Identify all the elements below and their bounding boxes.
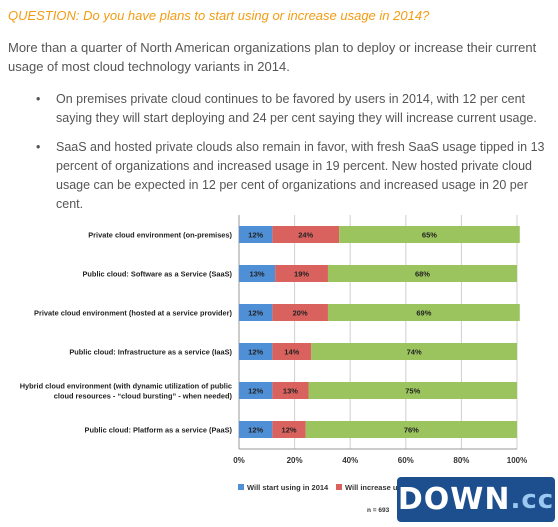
category-label: Private cloud environment (on-premises) xyxy=(88,231,232,240)
bar-segment xyxy=(239,382,273,399)
category-label: Public cloud: Software as a Service (Saa… xyxy=(82,270,232,279)
legend-swatch xyxy=(336,484,342,490)
bar-segment xyxy=(272,343,312,360)
x-tick-label: 0% xyxy=(233,456,245,465)
x-tick-label: 80% xyxy=(453,456,469,465)
question-heading: QUESTION: Do you have plans to start usi… xyxy=(8,8,430,23)
data-label: 68% xyxy=(415,270,430,279)
data-label: 24% xyxy=(298,231,313,240)
bar-segment xyxy=(327,265,517,282)
category-label: Hybrid cloud environment (with dynamic u… xyxy=(20,382,232,391)
data-label: 76% xyxy=(404,426,419,435)
data-label: 13% xyxy=(283,387,298,396)
data-label: 12% xyxy=(248,348,263,357)
bar-segment xyxy=(272,304,328,321)
stacked-bar-chart: 0% 20% 40% 60% 80% 100% Private cloud environm… xyxy=(20,215,527,514)
bullet-text: SaaS and hosted private clouds also rema… xyxy=(56,140,545,211)
bullet-text: On premises private cloud continues to b… xyxy=(56,92,537,125)
sample-size-note: n = 693 xyxy=(367,507,390,514)
data-label: 13% xyxy=(250,270,265,279)
bar-segment xyxy=(239,265,276,282)
data-label: 12% xyxy=(282,426,297,435)
bullet-item: • SaaS and hosted private clouds also re… xyxy=(36,138,546,214)
intro-paragraph: More than a quarter of North American or… xyxy=(8,40,537,74)
bar-segment xyxy=(327,304,520,321)
legend-swatch xyxy=(238,484,244,490)
data-label: 12% xyxy=(248,387,263,396)
data-label: 19% xyxy=(294,270,309,279)
bar-segment xyxy=(239,343,273,360)
category-label: cloud resources - “cloud bursting” - whe… xyxy=(54,392,233,401)
bar-segment xyxy=(239,226,273,243)
data-label: 12% xyxy=(248,309,263,318)
bar-segment xyxy=(272,421,306,438)
bar-segment xyxy=(239,421,273,438)
bar-segment xyxy=(272,226,340,243)
bar-segment xyxy=(272,382,309,399)
bullet-item: • On premises private cloud continues to… xyxy=(36,90,546,128)
x-tick-label: 60% xyxy=(398,456,414,465)
bar-segment xyxy=(305,421,517,438)
legend-label: Will increase usa xyxy=(345,483,407,492)
x-tick-label: 100% xyxy=(507,456,527,465)
data-label: 12% xyxy=(248,231,263,240)
bullet-list: • On premises private cloud continues to… xyxy=(36,90,546,224)
bar-segment xyxy=(239,304,273,321)
data-label: 74% xyxy=(407,348,422,357)
legend-label: Will start using in 2014 xyxy=(247,483,329,492)
bar-segment xyxy=(311,343,517,360)
bar-segment xyxy=(308,382,517,399)
category-label: Public cloud: Platform as a service (Paa… xyxy=(85,426,233,435)
bullet-dot: • xyxy=(36,92,41,106)
bullet-dot: • xyxy=(36,140,41,154)
bar-segment xyxy=(275,265,328,282)
data-label: 20% xyxy=(293,309,308,318)
x-tick-label: 40% xyxy=(342,456,358,465)
watermark-main: DOWN xyxy=(397,482,511,517)
data-label: 69% xyxy=(416,309,431,318)
data-label: 65% xyxy=(422,231,437,240)
category-label: Private cloud environment (hosted at a s… xyxy=(34,309,233,318)
watermark-logo: DOWN .cc xyxy=(397,477,555,522)
data-label: 75% xyxy=(405,387,420,396)
bar-segment xyxy=(339,226,520,243)
data-label: 12% xyxy=(248,426,263,435)
watermark-suffix: .cc xyxy=(510,484,555,515)
data-label: 14% xyxy=(284,348,299,357)
x-tick-label: 20% xyxy=(287,456,303,465)
category-label: Public cloud: Infrastructure as a servic… xyxy=(69,348,232,357)
